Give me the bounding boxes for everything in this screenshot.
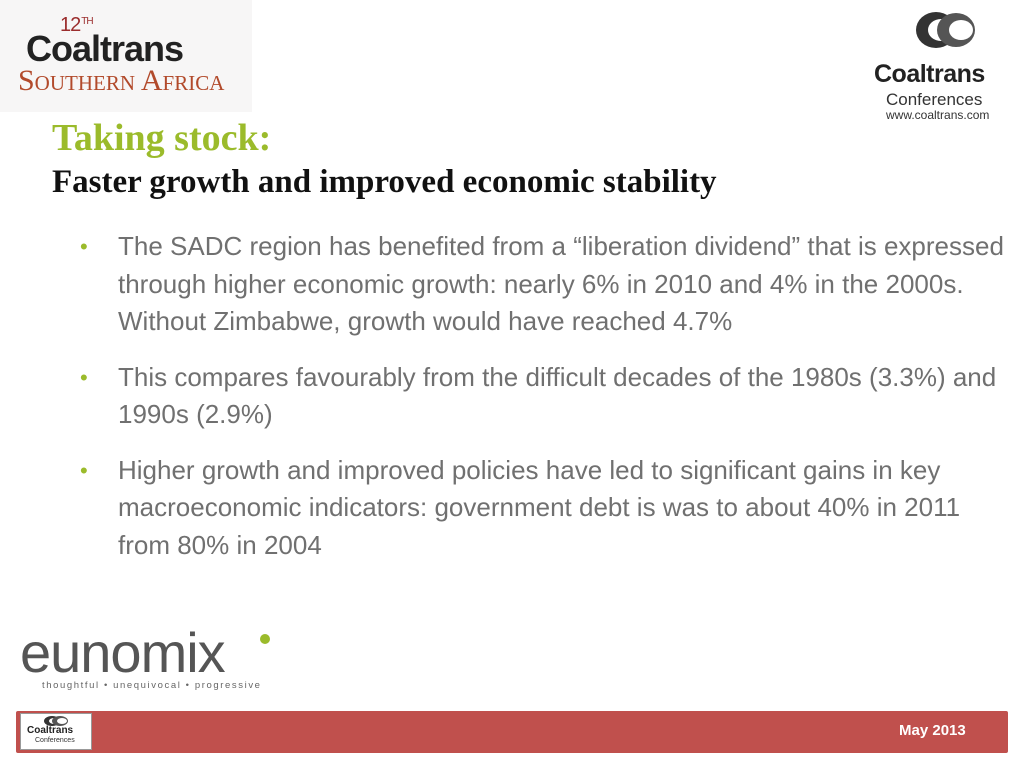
conferences-url: www.coaltrans.com	[886, 108, 989, 122]
event-logo: 12TH Coaltrans Southern Africa	[0, 0, 252, 112]
slide-subtitle: Faster growth and improved economic stab…	[52, 164, 717, 201]
footer-logo: Coaltrans Conferences	[20, 713, 92, 750]
eunomix-logo: eunomix thoughtful • unequivocal • progr…	[20, 626, 290, 692]
coaltrans-mark-icon	[912, 8, 978, 52]
eunomix-tagline: thoughtful • unequivocal • progressive	[42, 680, 262, 691]
footer-bar	[16, 711, 1008, 753]
footer-date: May 2013	[899, 722, 966, 739]
bullet-list: • The SADC region has benefited from a “l…	[80, 228, 1010, 582]
event-logo-region: Southern Africa	[18, 64, 224, 98]
bullet-dot-icon: •	[80, 452, 88, 490]
bullet-item: • Higher growth and improved policies hav…	[80, 452, 1010, 565]
conferences-brand: Coaltrans	[874, 60, 985, 89]
eunomix-wordmark: eunomix	[20, 620, 225, 685]
footer-logo-sub: Conferences	[35, 737, 75, 744]
conferences-sub: Conferences	[886, 90, 982, 110]
bullet-item: • The SADC region has benefited from a “l…	[80, 228, 1010, 341]
eunomix-accent-icon	[258, 632, 272, 646]
bullet-item: • This compares favourably from the diffi…	[80, 359, 1010, 434]
bullet-dot-icon: •	[80, 228, 88, 266]
footer-logo-brand: Coaltrans	[27, 725, 73, 736]
bullet-dot-icon: •	[80, 359, 88, 397]
slide-title: Taking stock:	[52, 116, 271, 160]
conferences-logo: Coaltrans Conferences www.coaltrans.com	[860, 8, 1024, 124]
